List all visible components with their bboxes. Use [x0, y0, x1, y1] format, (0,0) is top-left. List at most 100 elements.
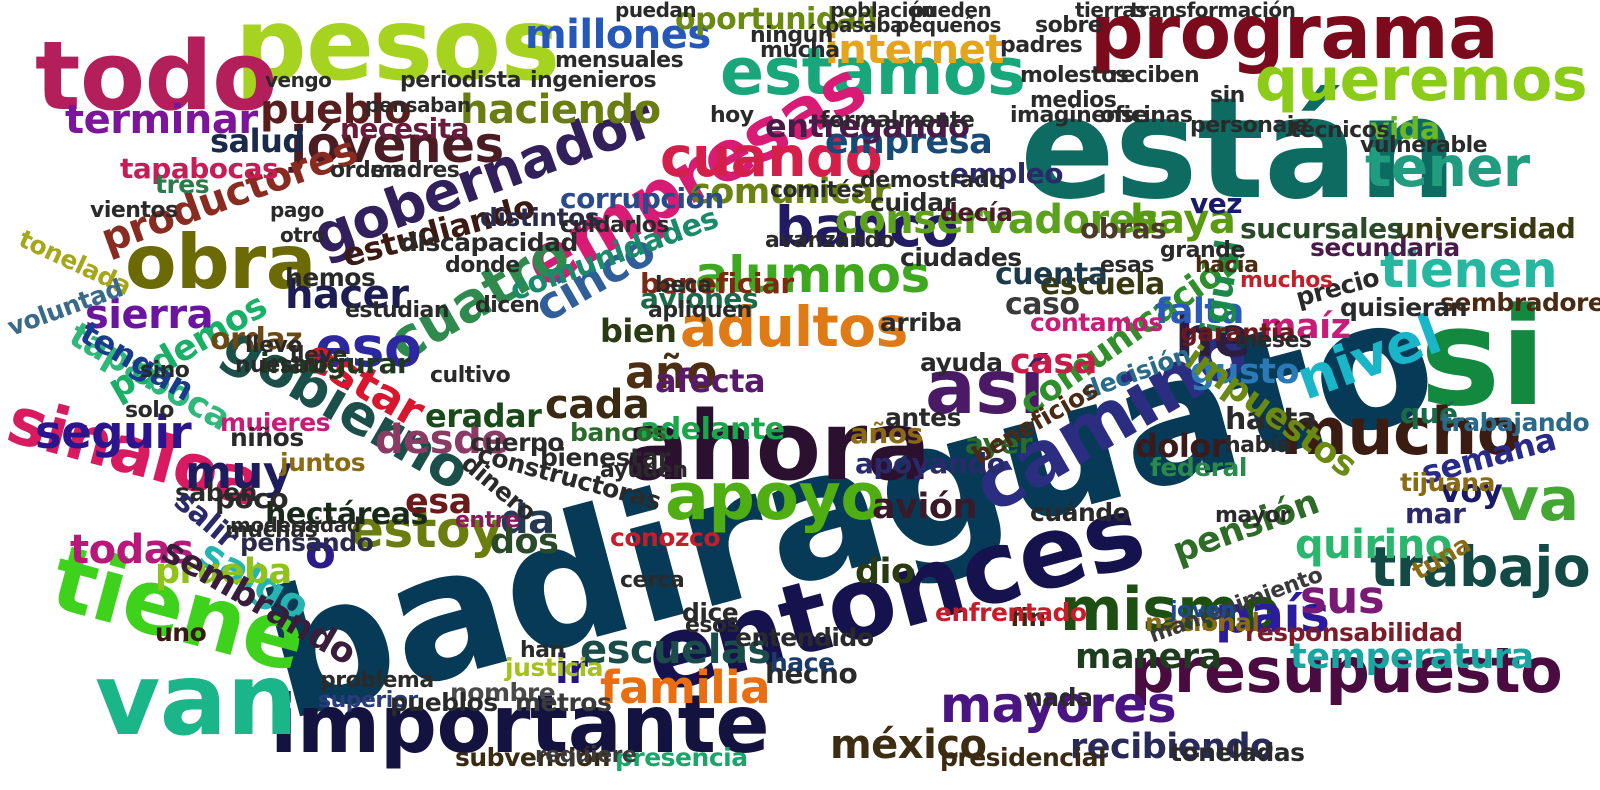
word-213: molestos [1020, 63, 1129, 88]
word-84: gusto [1190, 352, 1300, 392]
word-129: pueblos [390, 688, 498, 717]
word-127: nombre [450, 678, 556, 707]
word-41: internet [825, 27, 1004, 73]
word-7: importante [270, 678, 770, 771]
word-80: o [305, 526, 336, 579]
word-223: tierras [1075, 0, 1147, 22]
word-199: discapacidad [400, 228, 578, 257]
word-237: problema [320, 668, 434, 693]
word-62: responsabilidad [1245, 618, 1463, 647]
word-71: sierra [85, 292, 214, 338]
word-86: haya [1130, 197, 1236, 243]
word-198: estudian [345, 298, 450, 323]
word-27: trabajo [1370, 535, 1591, 599]
word-96: ordaz [210, 322, 303, 357]
word-11: estamos [720, 35, 1026, 110]
word-177: garantía [1180, 318, 1296, 347]
word-239: otro [280, 223, 325, 247]
word-149: pensando [240, 528, 374, 557]
word-89: salud [210, 122, 305, 160]
word-56: recibiendo [1070, 727, 1274, 767]
word-26: familia [600, 661, 770, 714]
word-75: dio [855, 552, 915, 592]
word-114: corrupción [560, 182, 724, 215]
word-155: cuidar [870, 188, 956, 217]
word-211: formalmente [820, 108, 975, 133]
word-122: hemos [285, 263, 376, 292]
word-19: apoyo [665, 460, 885, 535]
word-33: banco [775, 195, 959, 259]
word-225: población [830, 0, 935, 22]
word-52: haciendo [460, 87, 661, 133]
word-212: demostrado [860, 168, 1004, 193]
word-91: adelante [640, 412, 785, 447]
word-219: técnicos [1290, 118, 1389, 143]
word-204: orden [330, 158, 400, 183]
word-231: mensuales [555, 48, 684, 73]
word-123: mujeres [220, 408, 331, 437]
word-37: alumnos [695, 246, 930, 304]
word-186: bienestar [540, 443, 670, 472]
word-228: mucha [760, 38, 840, 63]
word-192: solo [125, 398, 174, 423]
word-124: entendido [735, 623, 874, 652]
word-140: nada [1025, 683, 1093, 712]
word-166: esas [1100, 253, 1154, 278]
word-113: distintos [480, 203, 600, 232]
word-232: ingenieros [530, 68, 657, 93]
word-67: comunicar [690, 172, 891, 212]
word-153: apoyando [855, 447, 1006, 480]
word-17: obra [125, 218, 316, 306]
word-111: necesita [340, 112, 470, 145]
word-229: pasaba [825, 13, 904, 37]
word-205: madres [370, 158, 460, 183]
word-2: pesos [235, 0, 560, 103]
word-88: tapabocas [120, 152, 279, 185]
word-171: trabajando [1440, 408, 1590, 437]
word-132: subvención [455, 743, 611, 772]
word-94: bien [600, 312, 677, 350]
word-224: transformación [1130, 0, 1296, 22]
word-156: ciudades [900, 243, 1022, 272]
word-106: sembradores [1440, 288, 1600, 317]
word-61: temperatura [1290, 637, 1534, 677]
word-167: cuándo [1030, 498, 1130, 527]
word-144: conozco [610, 523, 721, 552]
word-215: sin [1210, 83, 1245, 108]
word-245: ayuden [600, 458, 688, 483]
word-214: reciben [1110, 63, 1200, 88]
word-233: periodista [400, 68, 521, 93]
word-158: vez [1190, 187, 1243, 220]
word-236: pensaban [365, 93, 471, 117]
word-183: antes [885, 403, 961, 432]
word-29: tener [1365, 135, 1530, 199]
word-217: imagínense [1010, 103, 1148, 128]
word-45: año [625, 346, 717, 399]
word-138: joven [1170, 598, 1236, 623]
word-54: pueblo [260, 87, 412, 133]
word-130: justicia [505, 653, 604, 682]
word-185: bancos [570, 418, 667, 447]
word-83: caso [1005, 287, 1080, 322]
word-55: escuelas [580, 627, 771, 673]
word-226: pueden [910, 0, 992, 22]
word-190: esa [405, 482, 472, 522]
word-165: grande [1160, 238, 1245, 263]
word-77: manera [1075, 637, 1222, 677]
word-30: tienen [1380, 241, 1558, 299]
word-53: millones [525, 12, 711, 58]
word-143: dos [490, 522, 559, 562]
word-48: país [1215, 586, 1330, 644]
word-181: arriba [880, 308, 962, 337]
word-35: eso [315, 315, 422, 379]
word-218: personaje [1190, 113, 1309, 138]
word-12: queremos [1255, 45, 1588, 115]
word-131: presencia [615, 743, 748, 772]
word-105: universidad [1395, 212, 1576, 245]
word-101: voy [1440, 472, 1503, 510]
word-191: niños [230, 423, 304, 452]
word-25: adultos [680, 295, 908, 359]
word-172: mar [1405, 497, 1466, 530]
word-142: dice [682, 598, 739, 627]
